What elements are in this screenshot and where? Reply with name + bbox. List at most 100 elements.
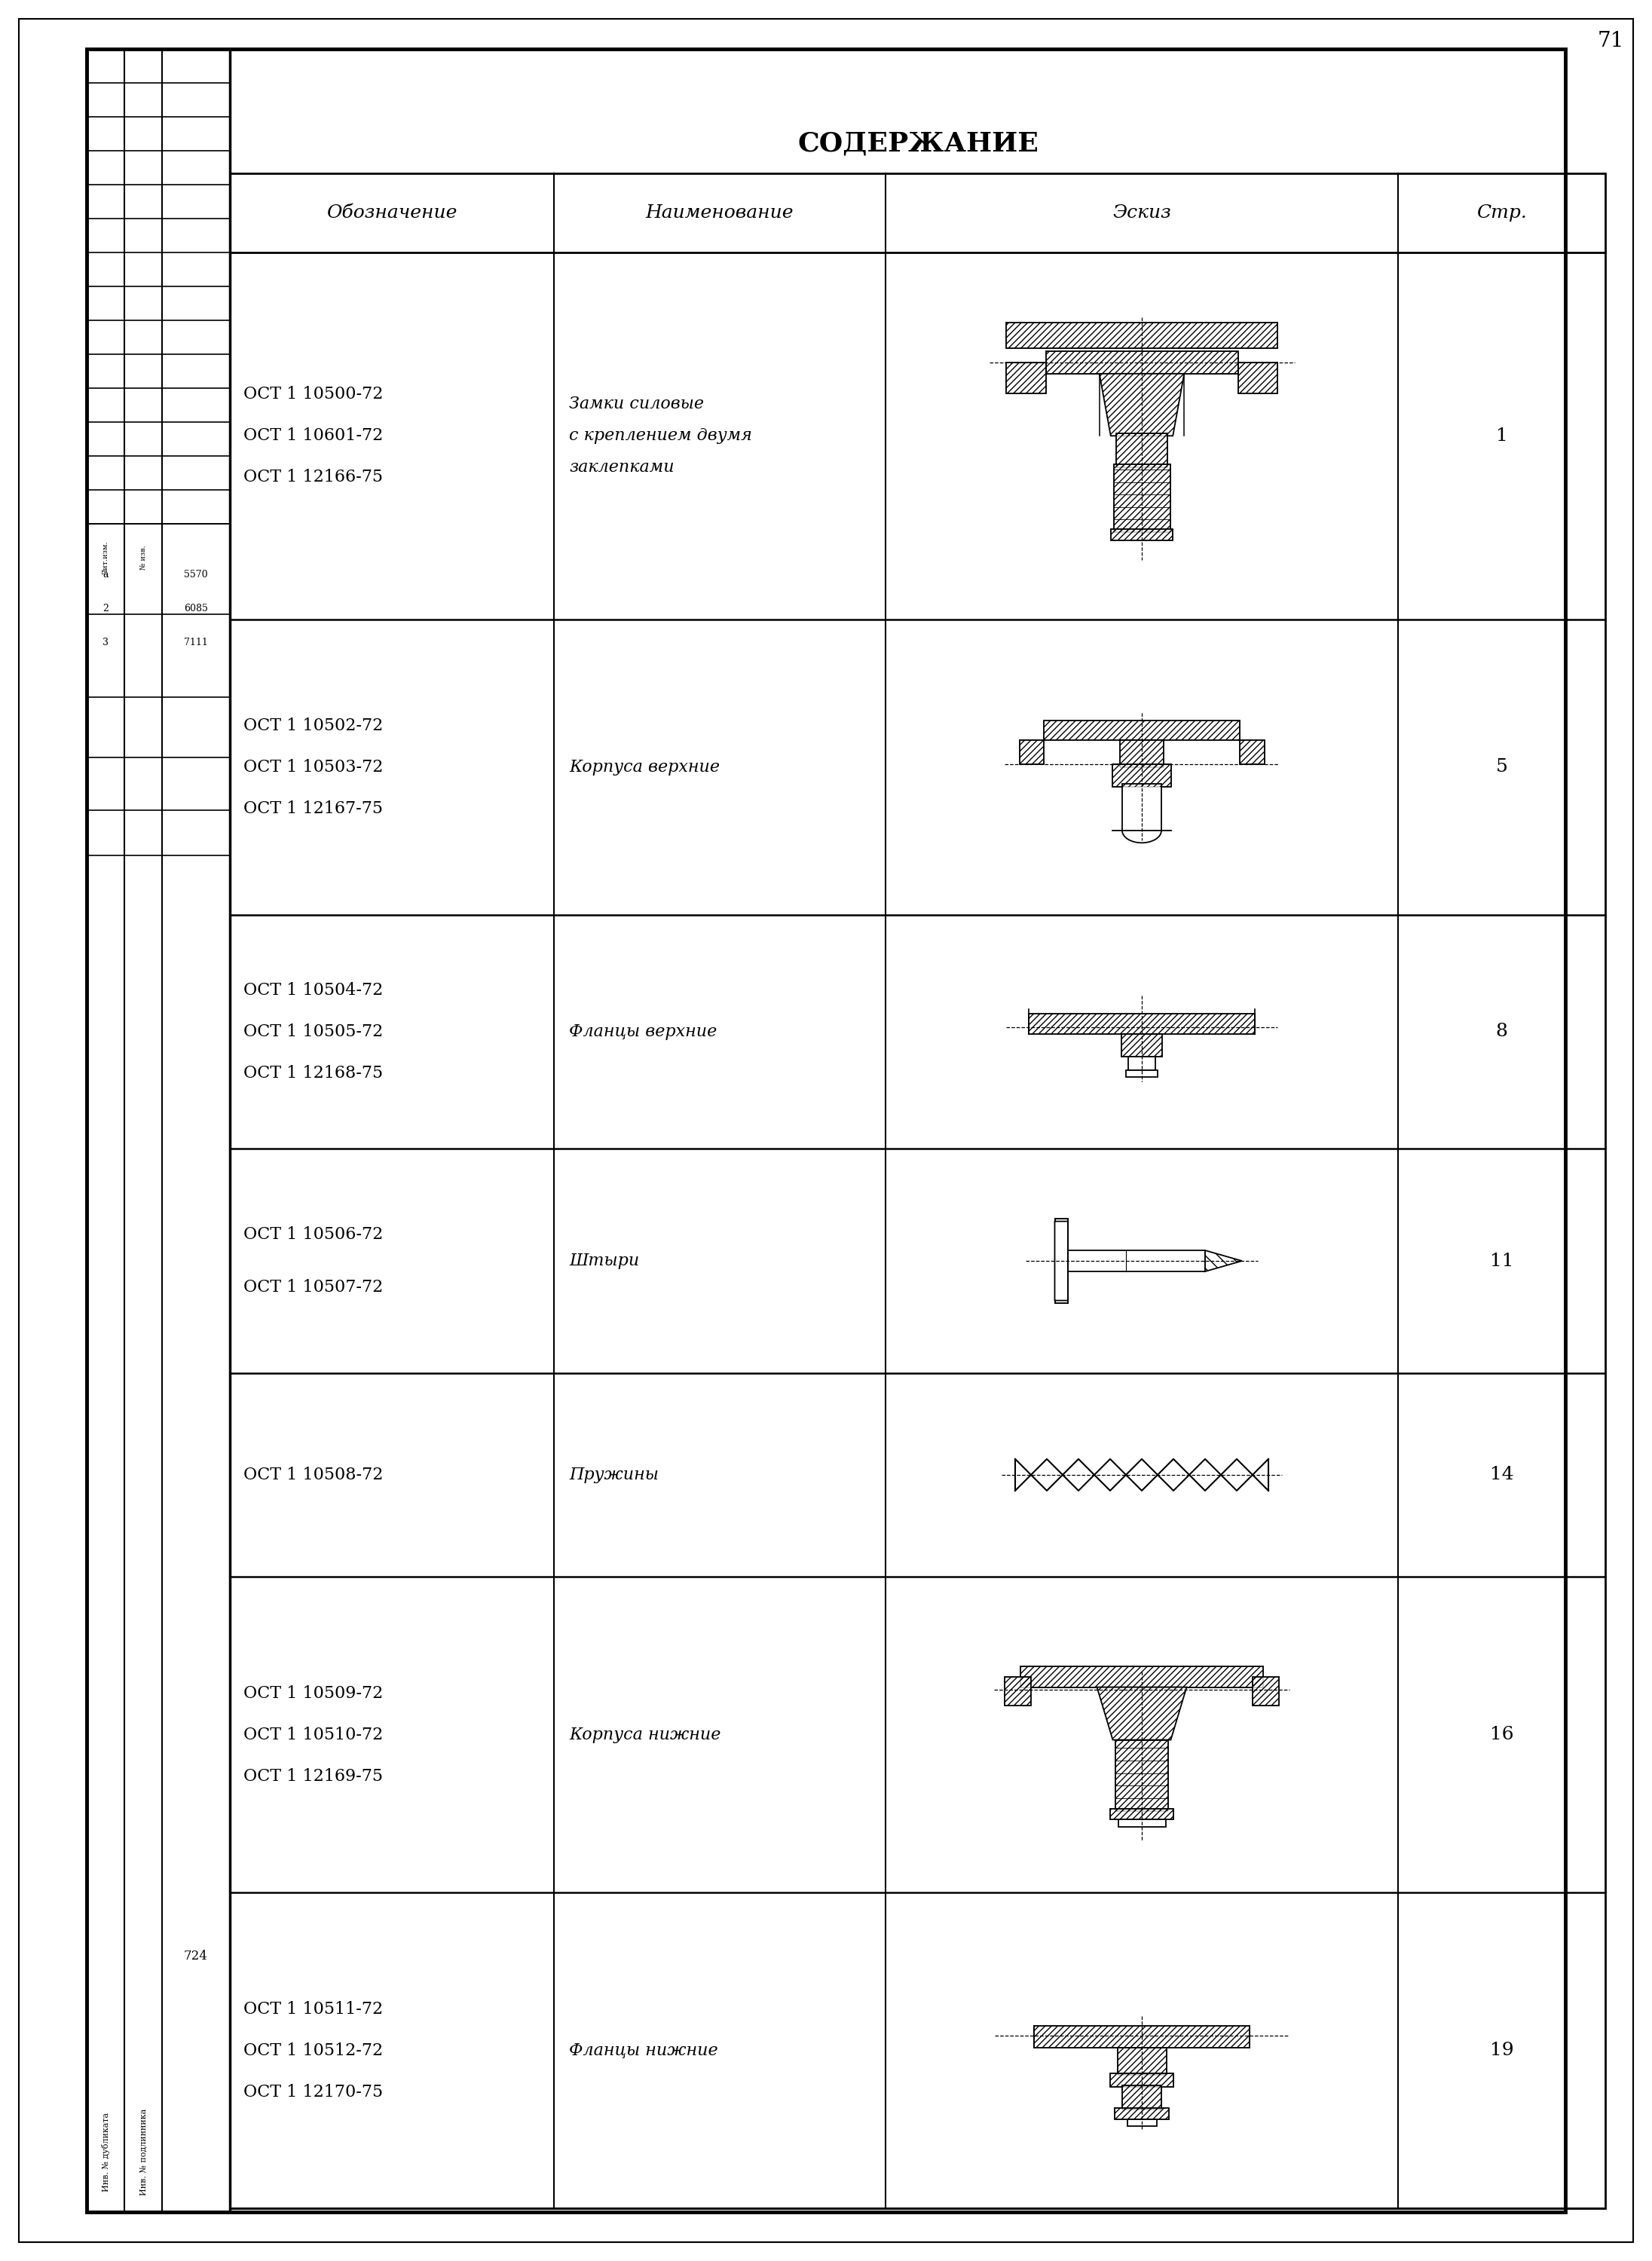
Text: 11: 11 (1490, 1253, 1513, 1271)
Text: 5: 5 (1495, 757, 1508, 776)
Bar (1044, 721, 1239, 739)
Bar (1006, 323, 1277, 348)
Text: Фланцы верхние: Фланцы верхние (568, 1024, 717, 1040)
Bar (1120, 739, 1163, 766)
Bar (1046, 350, 1237, 373)
Text: Фланцы нижние: Фланцы нижние (568, 2042, 719, 2060)
Bar (1117, 434, 1168, 468)
Polygon shape (1204, 1250, 1242, 1271)
Text: Замки силовые: Замки силовые (568, 396, 704, 412)
Text: ОСТ 1 12169-75: ОСТ 1 12169-75 (243, 1768, 383, 1784)
Polygon shape (1097, 1687, 1186, 1741)
Bar (1122, 785, 1161, 830)
Bar (1034, 2026, 1249, 2048)
Text: заклепками: заклепками (568, 459, 674, 475)
Bar (1118, 1820, 1166, 1827)
Text: 16: 16 (1490, 1725, 1513, 1743)
Text: 7111: 7111 (183, 638, 208, 647)
Text: ОСТ 1 10511-72: ОСТ 1 10511-72 (243, 2001, 383, 2017)
Bar (1117, 2048, 1166, 2076)
Text: ОСТ 1 10508-72: ОСТ 1 10508-72 (243, 1467, 383, 1483)
Bar (1110, 529, 1173, 540)
Bar (1117, 2048, 1166, 2076)
Text: № изв.: № изв. (140, 545, 147, 570)
Bar (1019, 739, 1044, 764)
Bar (1252, 1678, 1279, 1705)
Bar (1122, 1033, 1161, 1056)
Text: ОСТ 1 12168-75: ОСТ 1 12168-75 (243, 1065, 383, 1081)
Bar (1239, 739, 1264, 764)
Bar (1006, 362, 1046, 393)
Bar (1004, 1678, 1031, 1705)
Text: 5570: 5570 (183, 570, 208, 579)
Bar (1034, 2026, 1249, 2048)
Text: Наименование: Наименование (646, 203, 793, 222)
Text: ОСТ 1 10500-72: ОСТ 1 10500-72 (243, 387, 383, 402)
Bar (1021, 1666, 1264, 1687)
Bar (1128, 1056, 1155, 1069)
Text: 14: 14 (1490, 1465, 1513, 1483)
Text: Обозначение: Обозначение (327, 203, 458, 222)
Bar (1067, 1250, 1204, 1271)
Bar (1004, 1678, 1031, 1705)
Bar (1122, 1033, 1161, 1056)
Text: ОСТ 1 12167-75: ОСТ 1 12167-75 (243, 800, 383, 816)
Text: Корпуса нижние: Корпуса нижние (568, 1727, 720, 1743)
Bar (1044, 721, 1239, 739)
Bar (1054, 1219, 1067, 1302)
Text: ОСТ 1 10502-72: ОСТ 1 10502-72 (243, 717, 383, 735)
Bar (1029, 1013, 1256, 1033)
Text: Эскиз: Эскиз (1112, 203, 1171, 222)
Bar (1122, 2085, 1161, 2110)
Text: ОСТ 1 10507-72: ОСТ 1 10507-72 (243, 1280, 383, 1296)
Text: Лит.изм.: Лит.изм. (102, 540, 109, 574)
Text: ОСТ 1 12166-75: ОСТ 1 12166-75 (243, 468, 383, 486)
Bar (1029, 1013, 1256, 1033)
Text: Стр.: Стр. (1477, 203, 1526, 222)
Text: 3: 3 (102, 638, 109, 647)
Text: 2: 2 (102, 604, 109, 613)
Text: ОСТ 1 10506-72: ОСТ 1 10506-72 (243, 1225, 383, 1244)
Bar (230, 174, 1606, 2209)
Bar (1115, 1741, 1168, 1811)
Text: ОСТ 1 10601-72: ОСТ 1 10601-72 (243, 427, 383, 443)
Bar (1046, 350, 1237, 373)
Bar (1021, 1666, 1264, 1687)
Bar (1054, 1219, 1067, 1302)
Text: ОСТ 1 12170-75: ОСТ 1 12170-75 (243, 2085, 383, 2100)
Text: ОСТ 1 10512-72: ОСТ 1 10512-72 (243, 2042, 383, 2060)
Bar (1006, 323, 1277, 348)
Bar (1239, 739, 1264, 764)
Bar (1237, 362, 1277, 393)
Text: СОДЕРЖАНИЕ: СОДЕРЖАНИЕ (798, 131, 1039, 156)
Text: 19: 19 (1490, 2042, 1513, 2060)
Bar (1115, 1741, 1168, 1811)
Bar (1115, 2107, 1168, 2119)
Text: с креплением двумя: с креплением двумя (568, 427, 752, 443)
Bar (1127, 1069, 1158, 1076)
Text: ОСТ 1 10510-72: ОСТ 1 10510-72 (243, 1727, 383, 1743)
Text: ОСТ 1 10503-72: ОСТ 1 10503-72 (243, 760, 383, 776)
Text: ОСТ 1 10505-72: ОСТ 1 10505-72 (243, 1024, 383, 1040)
Bar (1127, 2119, 1156, 2125)
FancyBboxPatch shape (1054, 1221, 1067, 1300)
Text: Инв. № подлинника: Инв. № подлинника (139, 2107, 147, 2195)
Text: 6085: 6085 (183, 604, 208, 613)
Bar (1120, 739, 1163, 766)
Bar (86, 50, 1566, 2211)
Bar (1113, 464, 1170, 531)
Text: 71: 71 (1597, 32, 1624, 52)
Bar (1006, 362, 1046, 393)
Polygon shape (1099, 373, 1184, 436)
Bar (1110, 2073, 1173, 2087)
Bar (1122, 2085, 1161, 2110)
Text: 1: 1 (1495, 427, 1508, 445)
Bar (1110, 1809, 1173, 1820)
Bar (1110, 1809, 1173, 1820)
Text: 724: 724 (183, 1949, 208, 1963)
Bar (1112, 764, 1171, 787)
Bar (1110, 2073, 1173, 2087)
Text: Пружины: Пружины (568, 1467, 659, 1483)
Text: ОСТ 1 10509-72: ОСТ 1 10509-72 (243, 1684, 383, 1703)
Text: а: а (102, 570, 109, 579)
